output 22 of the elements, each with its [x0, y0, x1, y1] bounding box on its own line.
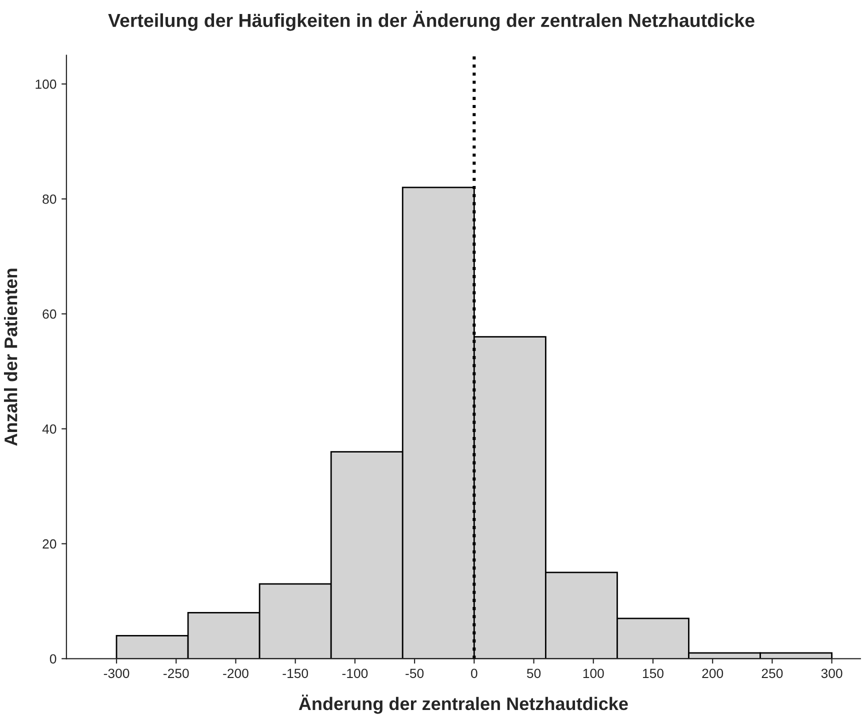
x-tick-label: -300 [104, 668, 130, 678]
y-tick-label: 20 [42, 539, 56, 549]
y-tick-label: 80 [42, 194, 56, 204]
x-axis-title: Änderung der zentralen Netzhautdicke [298, 694, 628, 714]
x-tick-label: 150 [642, 668, 664, 678]
x-tick-label: 300 [821, 668, 842, 678]
chart-title: Verteilung der Häufigkeiten in der Änderung der zentralen Netzhautdicke [108, 10, 754, 31]
y-axis-title: Anzahl der Patienten [4, 268, 18, 446]
y-tick-label: 40 [42, 424, 56, 434]
x-tick-label: -100 [342, 668, 368, 678]
x-tick-label: -250 [164, 668, 189, 678]
y-tick-label: 0 [50, 654, 56, 664]
x-tick-label: 100 [583, 668, 604, 678]
y-tick-label: 100 [36, 80, 56, 89]
x-tick-label: 50 [526, 668, 541, 678]
y-tick-label: 60 [42, 309, 56, 319]
x-tick-label: -150 [282, 668, 308, 678]
x-tick-label: 250 [762, 668, 783, 678]
x-tick-label: 200 [702, 668, 724, 678]
x-tick-label: 0 [471, 668, 478, 678]
x-tick-label: -50 [406, 668, 424, 678]
x-tick-label: -200 [223, 668, 248, 678]
